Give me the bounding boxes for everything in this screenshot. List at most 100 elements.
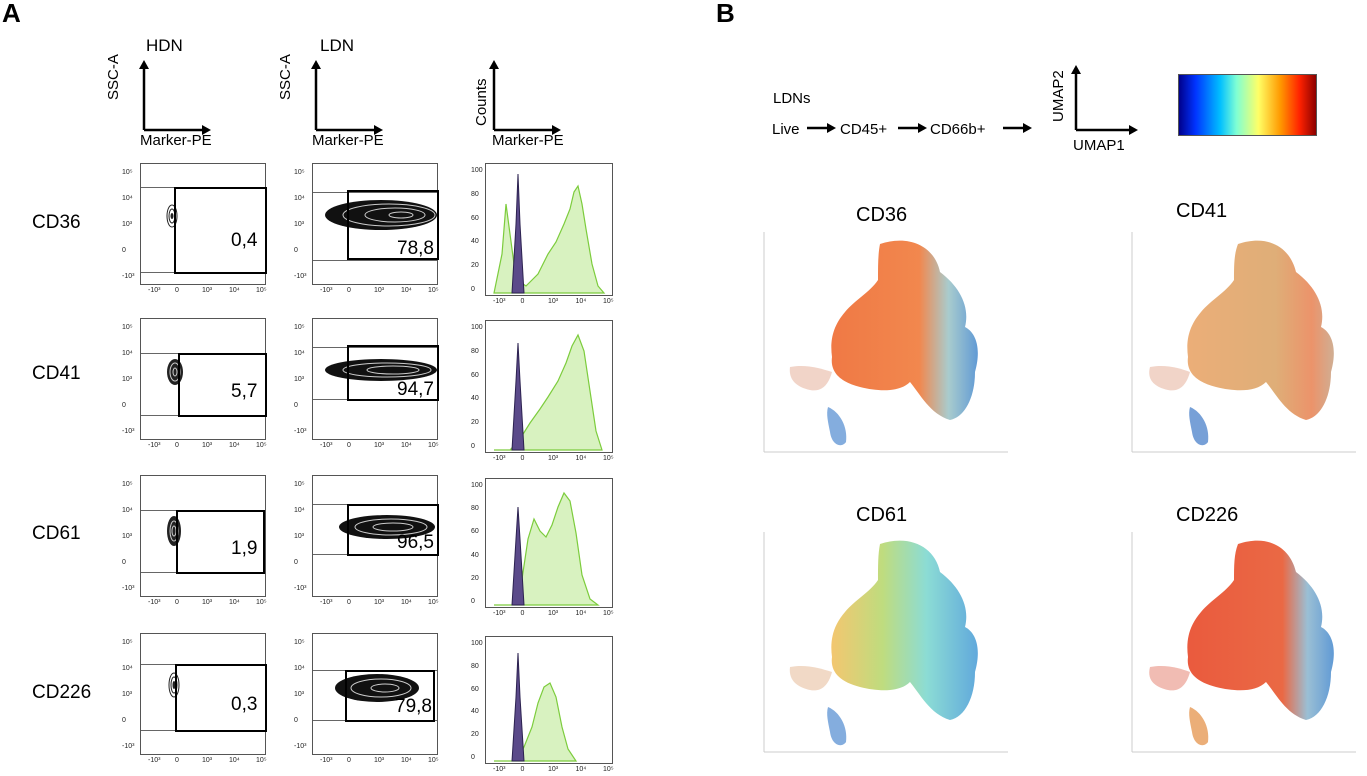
- ldn-gate-percentage: 96,5: [397, 532, 434, 553]
- x-tick-label: 10³: [202, 757, 213, 764]
- x-tick-label: 10⁵: [603, 610, 614, 617]
- ldn-cell-population: [325, 200, 437, 230]
- positive-gate: [345, 670, 435, 722]
- y-tick-label: 0: [294, 717, 298, 724]
- y-tick-label: 20: [471, 731, 479, 739]
- isotype-histogram-curve: [511, 506, 525, 606]
- x-tick-label: 10⁵: [256, 599, 267, 606]
- row-marker-label: CD61: [32, 523, 81, 544]
- x-tick-label: -10³: [493, 766, 506, 773]
- x-tick-label: 0: [175, 442, 179, 449]
- y-tick-label: 10⁵: [122, 324, 133, 331]
- y-tick-label: 10⁴: [122, 507, 133, 514]
- histogram-x-axis-label: Marker-PE: [492, 132, 564, 149]
- y-tick-label: 0: [471, 754, 475, 761]
- x-tick-label: -10³: [493, 610, 506, 617]
- x-tick-label: 10³: [548, 766, 559, 773]
- x-tick-label: 0: [175, 757, 179, 764]
- expression-histogram: [485, 163, 613, 296]
- y-tick-label: 10³: [294, 691, 305, 698]
- x-tick-label: 10³: [548, 610, 559, 617]
- ldn-dot-plot: 78,8: [312, 163, 439, 285]
- row-marker-label: CD41: [32, 363, 81, 384]
- x-tick-label: 10³: [374, 599, 385, 606]
- x-tick-label: 10³: [374, 287, 385, 294]
- ldn-axis-key: [311, 60, 383, 135]
- y-tick-label: 100: [471, 324, 483, 331]
- x-tick-label: 10⁴: [575, 766, 587, 773]
- x-tick-label: 0: [175, 599, 179, 606]
- y-tick-label: 0: [294, 402, 298, 409]
- y-tick-label: 10⁵: [122, 639, 133, 646]
- x-tick-label: 10⁵: [256, 287, 267, 294]
- x-tick-label: 10⁴: [229, 599, 240, 606]
- x-tick-label: -10³: [493, 455, 506, 462]
- x-tick-label: 10³: [548, 455, 559, 462]
- y-tick-label: 80: [471, 347, 479, 355]
- y-tick-label: 0: [122, 717, 126, 724]
- y-tick-label: 100: [471, 482, 483, 489]
- ldn-cell-population: [335, 674, 419, 702]
- y-tick-label: 10⁴: [294, 507, 305, 514]
- y-tick-label: 0: [294, 247, 298, 254]
- x-tick-label: -10³: [148, 757, 161, 764]
- positive-gate: [347, 504, 439, 556]
- ldn-x-axis-label: Marker-PE: [312, 132, 384, 149]
- y-tick-label: -10³: [122, 585, 135, 592]
- y-tick-label: 20: [471, 419, 479, 427]
- gating-step-cd66b: CD66b+: [930, 121, 986, 138]
- y-tick-label: -10³: [294, 273, 307, 280]
- y-tick-label: 10³: [122, 376, 133, 383]
- x-tick-label: 10⁴: [229, 442, 240, 449]
- y-tick-label: 40: [471, 238, 479, 246]
- marker-histogram-curve: [494, 333, 603, 451]
- hdn-gate-percentage: 5,7: [231, 381, 258, 402]
- y-tick-label: 10⁵: [122, 481, 133, 488]
- ldn-cell-population: [339, 515, 435, 539]
- y-tick-label: 0: [471, 443, 475, 450]
- x-tick-label: 10³: [202, 287, 213, 294]
- hdn-column-header: HDN: [146, 36, 183, 55]
- hdn-dot-plot: 1,9: [140, 475, 266, 597]
- x-tick-label: 10⁴: [575, 455, 587, 462]
- ldn-gate-percentage: 78,8: [397, 238, 434, 259]
- y-tick-label: 0: [122, 402, 126, 409]
- x-tick-label: 10⁴: [575, 610, 587, 617]
- x-tick-label: 10⁵: [428, 442, 439, 449]
- positive-gate: [178, 353, 267, 417]
- marker-histogram-curve: [493, 184, 606, 294]
- umap-title: CD226: [1176, 504, 1239, 526]
- hdn-cell-population: [168, 672, 180, 698]
- expression-colorbar: [1178, 74, 1317, 136]
- y-tick-label: 10⁵: [294, 324, 305, 331]
- gating-arrow-icon: [898, 123, 927, 133]
- y-tick-label: -10³: [294, 428, 307, 435]
- y-tick-label: 10³: [294, 221, 305, 228]
- positive-gate: [175, 664, 267, 732]
- x-tick-label: 10³: [374, 757, 385, 764]
- hdn-cell-population: [166, 204, 178, 228]
- y-tick-label: 20: [471, 574, 479, 582]
- y-tick-label: 0: [471, 598, 475, 605]
- umap-x-axis-label: UMAP1: [1073, 137, 1125, 154]
- y-tick-label: 80: [471, 190, 479, 198]
- x-tick-label: 0: [520, 298, 525, 305]
- y-tick-label: -10³: [294, 585, 307, 592]
- gating-step-cd45: CD45+: [840, 121, 888, 138]
- umap-y-axis-label: UMAP2: [1050, 70, 1067, 122]
- positive-gate: [347, 190, 439, 260]
- y-tick-label: 10³: [122, 691, 133, 698]
- y-tick-label: 100: [471, 167, 483, 174]
- expression-histogram: [485, 478, 613, 608]
- x-tick-label: 0: [347, 287, 351, 294]
- y-tick-label: 0: [122, 247, 126, 254]
- y-tick-label: 10³: [122, 221, 133, 228]
- y-tick-label: 10⁴: [294, 195, 305, 202]
- hdn-gate-percentage: 1,9: [231, 538, 258, 559]
- y-tick-label: 60: [471, 214, 479, 222]
- ldn-dot-plot: 96,5: [312, 475, 439, 597]
- umap-plot-cd36: [763, 232, 1008, 453]
- y-tick-label: 60: [471, 685, 479, 693]
- x-tick-label: 0: [520, 610, 525, 617]
- y-tick-label: -10³: [122, 428, 135, 435]
